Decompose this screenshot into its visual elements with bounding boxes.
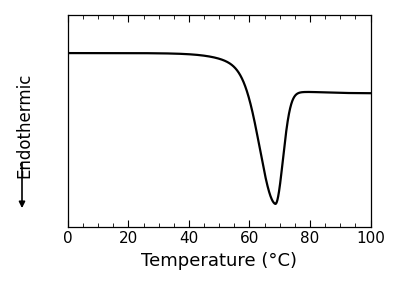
Text: Endothermic: Endothermic — [15, 73, 33, 178]
X-axis label: Temperature (°C): Temperature (°C) — [141, 252, 297, 270]
